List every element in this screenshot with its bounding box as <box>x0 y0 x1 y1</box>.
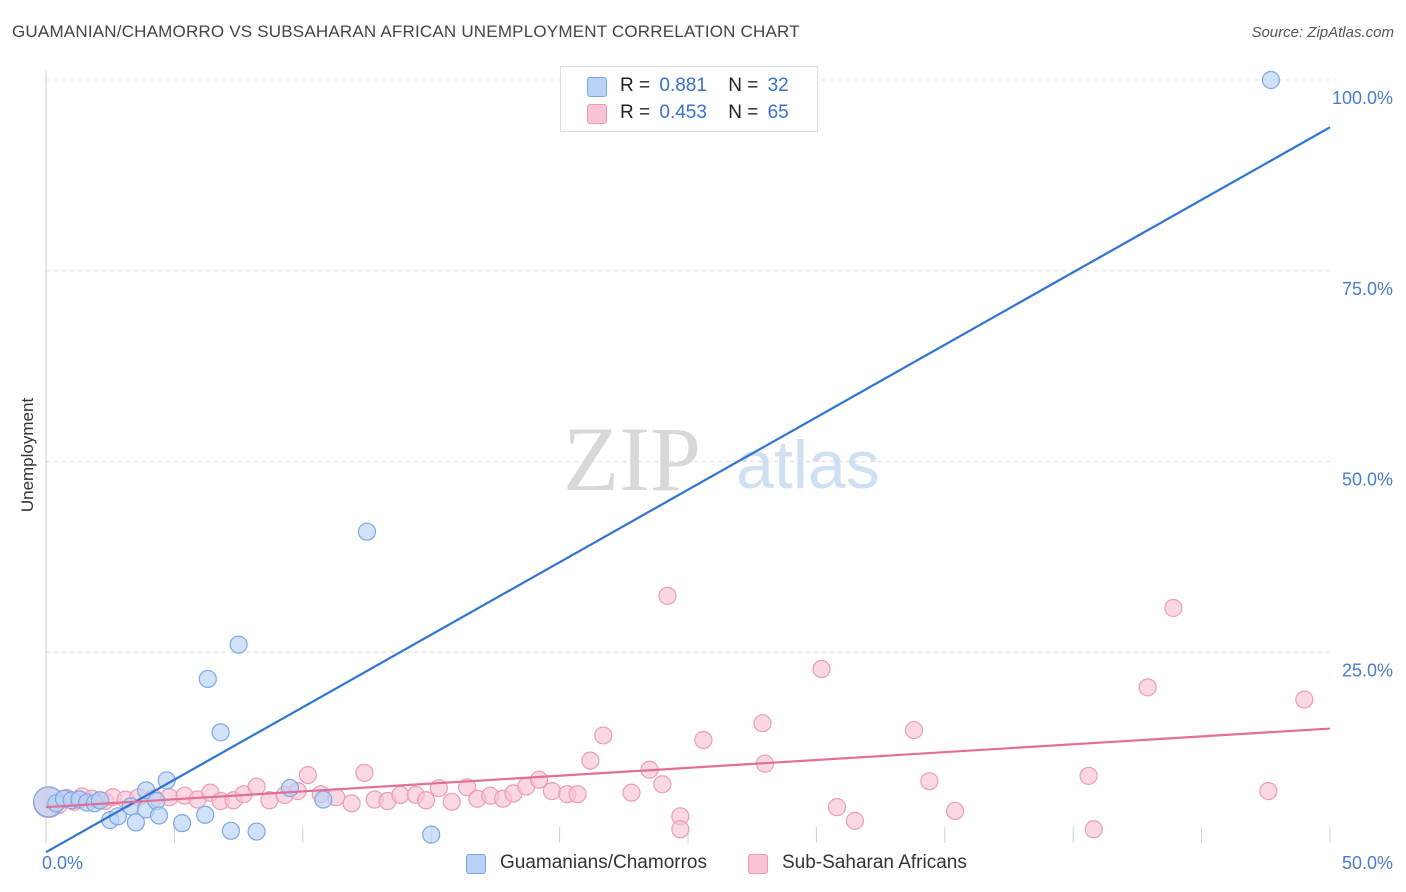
watermark-zip: ZIP <box>563 408 701 510</box>
sub-saharan-point-18 <box>247 777 266 796</box>
sub-saharan-point-43 <box>568 785 587 804</box>
sub-saharan-point-26 <box>355 763 374 782</box>
sub-saharan-point-25 <box>342 794 361 813</box>
legend-n-label-pink: N = <box>728 102 759 123</box>
guamanian-point-28 <box>1261 70 1281 90</box>
sub-saharan-point-61 <box>1079 766 1098 785</box>
legend-n-value-pink: 65 <box>767 102 789 123</box>
sub-saharan-point-34 <box>458 778 477 797</box>
sub-saharan-point-60 <box>945 801 965 821</box>
guamanian-point-26 <box>357 522 377 541</box>
tick-labels: 25.0% 50.0% 75.0% 100.0% 0.0% 50.0% <box>42 88 1393 873</box>
y-tick-label-75: 75.0% <box>1342 279 1393 299</box>
sub-saharan-point-44 <box>581 751 600 770</box>
guamanian-point-19 <box>198 669 217 689</box>
guamanian-point-21 <box>221 821 240 840</box>
sub-saharan-point-57 <box>845 811 865 830</box>
sub-saharan-point-52 <box>694 730 713 750</box>
sub-saharan-point-53 <box>753 714 772 733</box>
guamanian-point-18 <box>196 805 215 824</box>
sub-saharan-point-40 <box>529 770 549 789</box>
sub-saharan-point-58 <box>904 720 924 740</box>
x-tick-label-max: 50.0% <box>1342 853 1393 873</box>
sub-saharan-point-62 <box>1084 820 1103 839</box>
guamanian-point-11 <box>126 813 145 832</box>
legend-swatch-pink <box>587 104 607 124</box>
sub-saharan-points <box>32 586 1314 839</box>
legend-n-label-blue: N = <box>728 75 759 96</box>
bottom-legend-swatch-pink <box>748 854 768 874</box>
x-tick-label-min: 0.0% <box>42 853 83 873</box>
sub-saharan-point-31 <box>416 791 436 810</box>
guamanian-point-15 <box>149 806 169 825</box>
sub-saharan-point-56 <box>827 798 847 817</box>
legend-swatch-blue <box>587 77 607 97</box>
guamanian-point-27 <box>422 825 441 844</box>
sub-saharan-point-64 <box>1164 598 1183 618</box>
guamanian-points <box>32 70 1281 844</box>
legend-r-label-pink: R = <box>620 102 651 123</box>
sub-saharan-point-46 <box>622 783 641 802</box>
sub-saharan-point-55 <box>812 659 831 679</box>
source-attribution: Source: ZipAtlas.com <box>1251 24 1394 41</box>
sub-saharan-point-51 <box>671 820 690 839</box>
sub-saharan-point-33 <box>442 792 461 811</box>
guamanian-point-24 <box>280 778 300 798</box>
guamanian-point-17 <box>173 814 192 833</box>
watermark-atlas: atlas <box>736 427 880 503</box>
trend-lines <box>45 126 1331 854</box>
y-tick-label-25: 25.0% <box>1342 660 1393 680</box>
bottom-legend-swatch-blue <box>466 854 486 874</box>
sub-saharan-point-48 <box>653 775 672 794</box>
y-tick-label-50: 50.0% <box>1342 470 1393 490</box>
legend-n-value-blue: 32 <box>767 75 789 96</box>
chart-title: GUAMANIAN/CHAMORRO VS SUBSAHARAN AFRICAN… <box>12 22 800 41</box>
sub-saharan-point-41 <box>542 782 561 801</box>
bottom-legend-label-blue: Guamanians/Chamorros <box>500 852 707 873</box>
sub-saharan-point-22 <box>298 765 318 785</box>
sub-saharan-point-29 <box>391 785 410 805</box>
bottom-legend-label-pink: Sub-Saharan Africans <box>782 852 967 873</box>
legend-r-value-pink: 0.453 <box>659 102 707 123</box>
sub-saharan-trend-line <box>45 727 1331 809</box>
y-tick-label-100: 100.0% <box>1332 88 1393 108</box>
correlation-legend: R = 0.881 N = 32 R = 0.453 N = 65 <box>560 66 818 132</box>
watermark: ZIP atlas <box>563 408 880 510</box>
sub-saharan-point-45 <box>594 726 613 745</box>
guamanian-point-22 <box>229 635 248 654</box>
sub-saharan-point-59 <box>920 772 939 791</box>
guamanian-point-20 <box>211 723 230 742</box>
legend-r-label-blue: R = <box>620 75 651 96</box>
guamanian-point-23 <box>247 822 266 841</box>
sub-saharan-point-63 <box>1138 678 1157 697</box>
guamanian-point-7 <box>90 791 110 810</box>
guamanian-trend-line <box>45 126 1331 854</box>
legend-r-value-blue: 0.881 <box>659 75 707 96</box>
sub-saharan-point-49 <box>658 586 677 605</box>
sub-saharan-point-66 <box>1295 690 1314 709</box>
sub-saharan-point-65 <box>1259 782 1278 801</box>
guamanian-point-25 <box>314 790 333 809</box>
grid-lines <box>46 79 1335 653</box>
